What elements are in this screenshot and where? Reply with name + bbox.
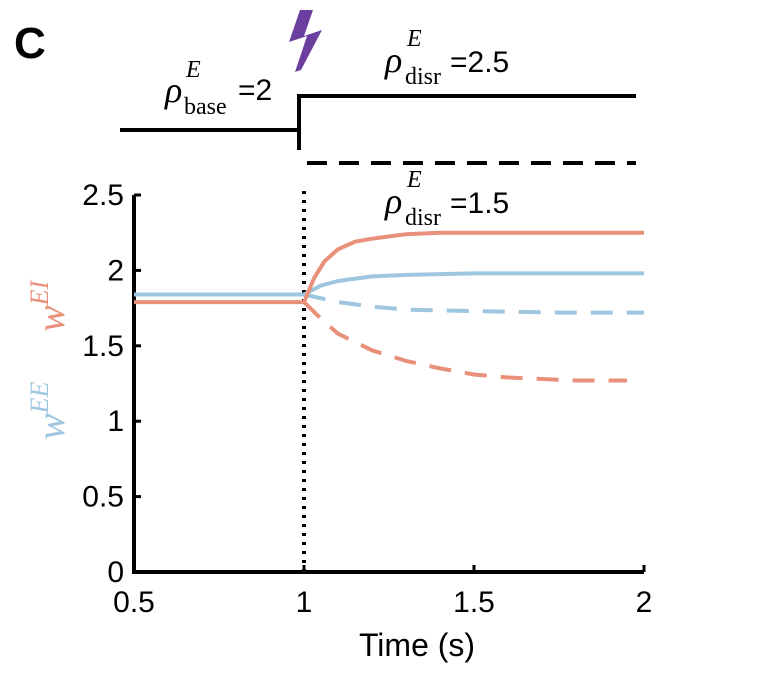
input-step-schematic bbox=[120, 94, 636, 165]
svg-text:=1.5: =1.5 bbox=[450, 187, 509, 220]
y-tick-label: 2.5 bbox=[82, 179, 124, 212]
svg-text:disr: disr bbox=[405, 64, 441, 90]
step-line-solid bbox=[120, 94, 636, 132]
svg-text:base: base bbox=[184, 94, 227, 120]
svg-text:E: E bbox=[185, 57, 201, 83]
svg-text:=2.5: =2.5 bbox=[450, 46, 509, 79]
x-tick-label: 2 bbox=[636, 586, 653, 619]
series-line-wEE-dashed bbox=[303, 292, 644, 315]
series-line-wEE-solid bbox=[134, 271, 644, 297]
y-tick-label: 1.5 bbox=[82, 330, 124, 363]
x-axis-title: Time (s) bbox=[359, 627, 475, 663]
x-tick-label: 0.5 bbox=[113, 586, 155, 619]
series-line-wEI-solid bbox=[134, 230, 644, 305]
svg-text:E: E bbox=[406, 167, 422, 193]
svg-text:ρ: ρ bbox=[164, 70, 182, 110]
plot-area: 00.511.522.50.5 1 1.5 2 bbox=[82, 179, 652, 619]
label-rho-disr-high: ρ E disr =2.5 bbox=[384, 26, 509, 90]
svg-text:ρ: ρ bbox=[384, 40, 402, 80]
y-tick-label: 1 bbox=[107, 405, 124, 438]
series-line-wEI-dashed bbox=[302, 300, 627, 383]
x-tick-label: 1 bbox=[296, 586, 313, 619]
label-rho-disr-low: ρ E disr =1.5 bbox=[384, 167, 509, 231]
y-tick-label: 0.5 bbox=[82, 481, 124, 514]
svg-text:E: E bbox=[406, 26, 422, 52]
panel-letter: C bbox=[14, 19, 46, 68]
lightning-bolt-icon bbox=[289, 10, 322, 72]
svg-text:ρ: ρ bbox=[384, 181, 402, 221]
x-tick-label: 1.5 bbox=[453, 586, 495, 619]
svg-text:disr: disr bbox=[405, 205, 441, 231]
y-tick-label: 2 bbox=[107, 254, 124, 287]
label-rho-base: ρ E base =2 bbox=[164, 57, 272, 120]
y-label-wEE: wEE bbox=[25, 381, 73, 440]
y-label-wEI: wEI bbox=[25, 279, 73, 332]
y-axis-label: wEE wEI bbox=[25, 279, 73, 440]
y-tick-label: 0 bbox=[107, 556, 124, 589]
svg-text:=2: =2 bbox=[238, 74, 272, 107]
